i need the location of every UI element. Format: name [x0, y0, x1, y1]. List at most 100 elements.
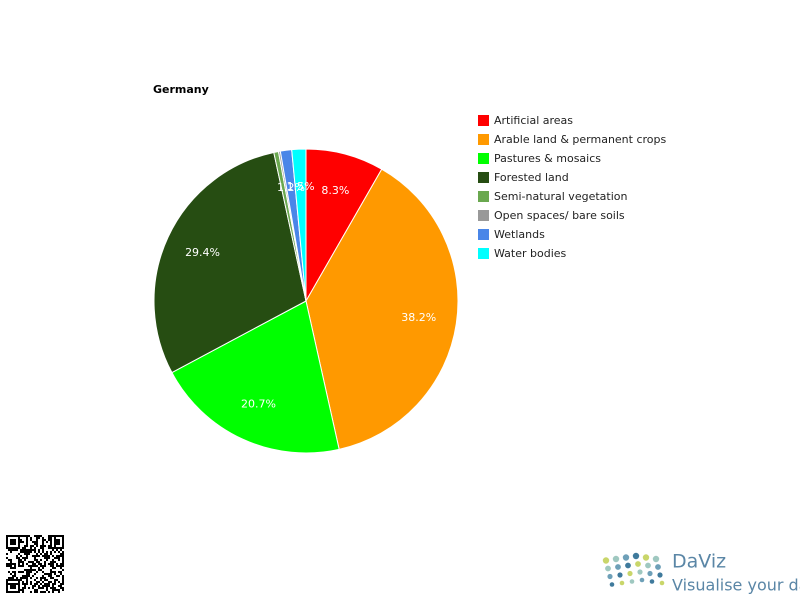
- qr-cell: [60, 555, 62, 557]
- qr-cell: [54, 535, 56, 537]
- logo-dot: [645, 562, 651, 569]
- qr-cell: [22, 557, 24, 559]
- qr-cell: [22, 581, 24, 583]
- qr-cell: [34, 579, 36, 581]
- qr-cell: [56, 549, 58, 551]
- qr-cell: [36, 581, 38, 583]
- legend-swatch: [478, 153, 489, 164]
- qr-cell: [46, 551, 48, 553]
- qr-cell: [50, 565, 52, 567]
- logo-dot: [655, 564, 661, 570]
- qr-cell: [8, 535, 10, 537]
- qr-cell: [62, 539, 64, 541]
- qr-cell: [58, 565, 60, 567]
- qr-cell: [6, 591, 8, 593]
- qr-cell: [24, 535, 26, 537]
- qr-cell: [14, 567, 16, 569]
- logo-dot: [625, 562, 631, 569]
- qr-cell: [38, 535, 40, 537]
- qr-cell: [8, 563, 10, 565]
- qr-cell: [38, 563, 40, 565]
- qr-cell: [48, 585, 50, 587]
- qr-cell: [24, 549, 26, 551]
- logo-dot: [627, 570, 633, 577]
- qr-cell: [14, 547, 16, 549]
- qr-cell: [58, 535, 60, 537]
- qr-cell: [18, 585, 20, 587]
- qr-cell: [48, 573, 50, 575]
- qr-cell: [12, 563, 14, 565]
- qr-cell: [18, 581, 20, 583]
- qr-cell: [20, 577, 22, 579]
- qr-cell: [22, 575, 24, 577]
- qr-cell: [60, 565, 62, 567]
- qr-cell: [60, 547, 62, 549]
- qr-cell: [54, 573, 56, 575]
- qr-cell: [50, 563, 52, 565]
- qr-cell: [24, 545, 26, 547]
- qr-cell: [54, 567, 56, 569]
- qr-cell: [20, 535, 22, 537]
- legend-swatch: [478, 191, 489, 202]
- qr-cell: [20, 579, 22, 581]
- qr-cell: [62, 577, 64, 579]
- qr-cell: [16, 555, 18, 557]
- qr-cell: [36, 565, 38, 567]
- qr-cell: [52, 559, 54, 561]
- qr-cell: [20, 565, 22, 567]
- qr-cell: [28, 535, 30, 537]
- qr-cell: [48, 557, 50, 559]
- qr-cell: [20, 539, 22, 541]
- qr-code: [6, 535, 64, 593]
- qr-cell: [38, 561, 40, 563]
- qr-cell: [42, 571, 44, 573]
- qr-cell: [10, 563, 12, 565]
- qr-cell: [38, 587, 40, 589]
- qr-cell: [20, 549, 22, 551]
- qr-cell: [26, 577, 28, 579]
- qr-cell: [12, 585, 14, 587]
- qr-cell: [28, 549, 30, 551]
- qr-cell: [38, 549, 40, 551]
- qr-cell: [52, 583, 54, 585]
- qr-cell: [34, 549, 36, 551]
- qr-cell: [20, 541, 22, 543]
- qr-cell: [42, 537, 44, 539]
- qr-cell: [22, 589, 24, 591]
- qr-cell: [44, 583, 46, 585]
- qr-cell: [44, 539, 46, 541]
- qr-cell: [26, 553, 28, 555]
- qr-cell: [18, 589, 20, 591]
- qr-cell: [56, 557, 58, 559]
- qr-cell: [8, 549, 10, 551]
- qr-cell: [30, 591, 32, 593]
- qr-cell: [62, 557, 64, 559]
- qr-cell: [16, 577, 18, 579]
- qr-cell: [36, 559, 38, 561]
- qr-cell: [14, 563, 16, 565]
- qr-cell: [40, 587, 42, 589]
- qr-cell: [54, 581, 56, 583]
- qr-cell: [28, 561, 30, 563]
- qr-cell: [50, 577, 52, 579]
- qr-cell: [36, 537, 38, 539]
- qr-cell: [40, 559, 42, 561]
- pie-slice: [291, 148, 307, 302]
- qr-cell: [26, 563, 28, 565]
- qr-cell: [62, 587, 64, 589]
- qr-cell: [26, 575, 28, 577]
- qr-cell: [56, 565, 58, 567]
- qr-cell: [12, 579, 14, 581]
- qr-cell: [16, 591, 18, 593]
- qr-cell: [52, 555, 54, 557]
- qr-cell: [54, 547, 56, 549]
- qr-cell: [18, 563, 20, 565]
- qr-cell: [14, 579, 16, 581]
- legend-label: Wetlands: [494, 228, 545, 241]
- qr-cell: [26, 571, 28, 573]
- qr-cell: [48, 537, 50, 539]
- qr-cell: [52, 589, 54, 591]
- qr-cell: [62, 535, 64, 537]
- legend-swatch: [478, 229, 489, 240]
